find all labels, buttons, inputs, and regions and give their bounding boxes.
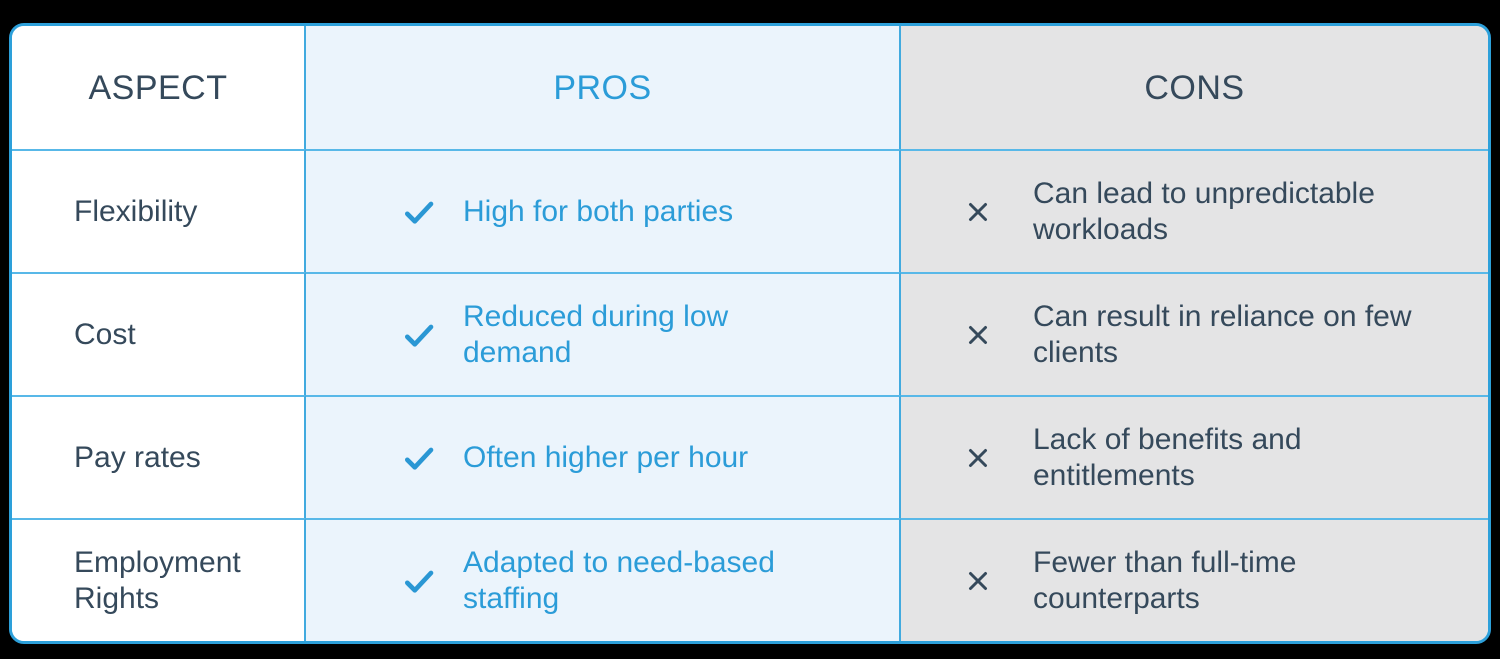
table-row-pro: Adapted to need-based staffing (306, 518, 901, 641)
table-row-con: Lack of benefits and entitlements (901, 395, 1488, 518)
header-cons-label: CONS (1144, 68, 1245, 107)
table-row-con: Fewer than full-time counterparts (901, 518, 1488, 641)
aspect-label: Cost (74, 317, 136, 351)
table-row-aspect: Cost (12, 272, 306, 395)
table-row-pro: High for both parties (306, 149, 901, 272)
pro-text: High for both parties (463, 194, 734, 228)
check-icon (401, 194, 437, 230)
check-icon (401, 440, 437, 476)
con-text: Fewer than full-time counterparts (1033, 545, 1297, 615)
pro-text: Adapted to need-based staffing (463, 545, 775, 615)
check-icon (401, 317, 437, 353)
pro-text: Often higher per hour (463, 440, 749, 474)
table-row-con: Can result in reliance on few clients (901, 272, 1488, 395)
header-pros-label: PROS (553, 68, 652, 107)
table-row-con: Can lead to unpredictable workloads (901, 149, 1488, 272)
cross-icon (963, 443, 993, 473)
pro-text: Reduced during low demand (463, 299, 729, 369)
aspect-label: Employment Rights (74, 545, 241, 615)
con-text: Can lead to unpredictable workloads (1033, 176, 1375, 246)
check-icon (401, 563, 437, 599)
aspect-label: Pay rates (74, 440, 201, 474)
header-aspect-label: ASPECT (88, 68, 228, 107)
column-header-aspect: ASPECT (12, 26, 306, 149)
table-row-aspect: Flexibility (12, 149, 306, 272)
table-row-aspect: Pay rates (12, 395, 306, 518)
cross-icon (963, 197, 993, 227)
column-header-pros: PROS (306, 26, 901, 149)
table-row-pro: Reduced during low demand (306, 272, 901, 395)
column-header-cons: CONS (901, 26, 1488, 149)
pros-cons-table: ASPECT PROS CONS Flexibility High for bo… (9, 23, 1491, 644)
aspect-label: Flexibility (74, 194, 198, 228)
cross-icon (963, 566, 993, 596)
table-row-aspect: Employment Rights (12, 518, 306, 641)
con-text: Can result in reliance on few clients (1033, 299, 1412, 369)
cross-icon (963, 320, 993, 350)
con-text: Lack of benefits and entitlements (1033, 422, 1302, 492)
table-row-pro: Often higher per hour (306, 395, 901, 518)
